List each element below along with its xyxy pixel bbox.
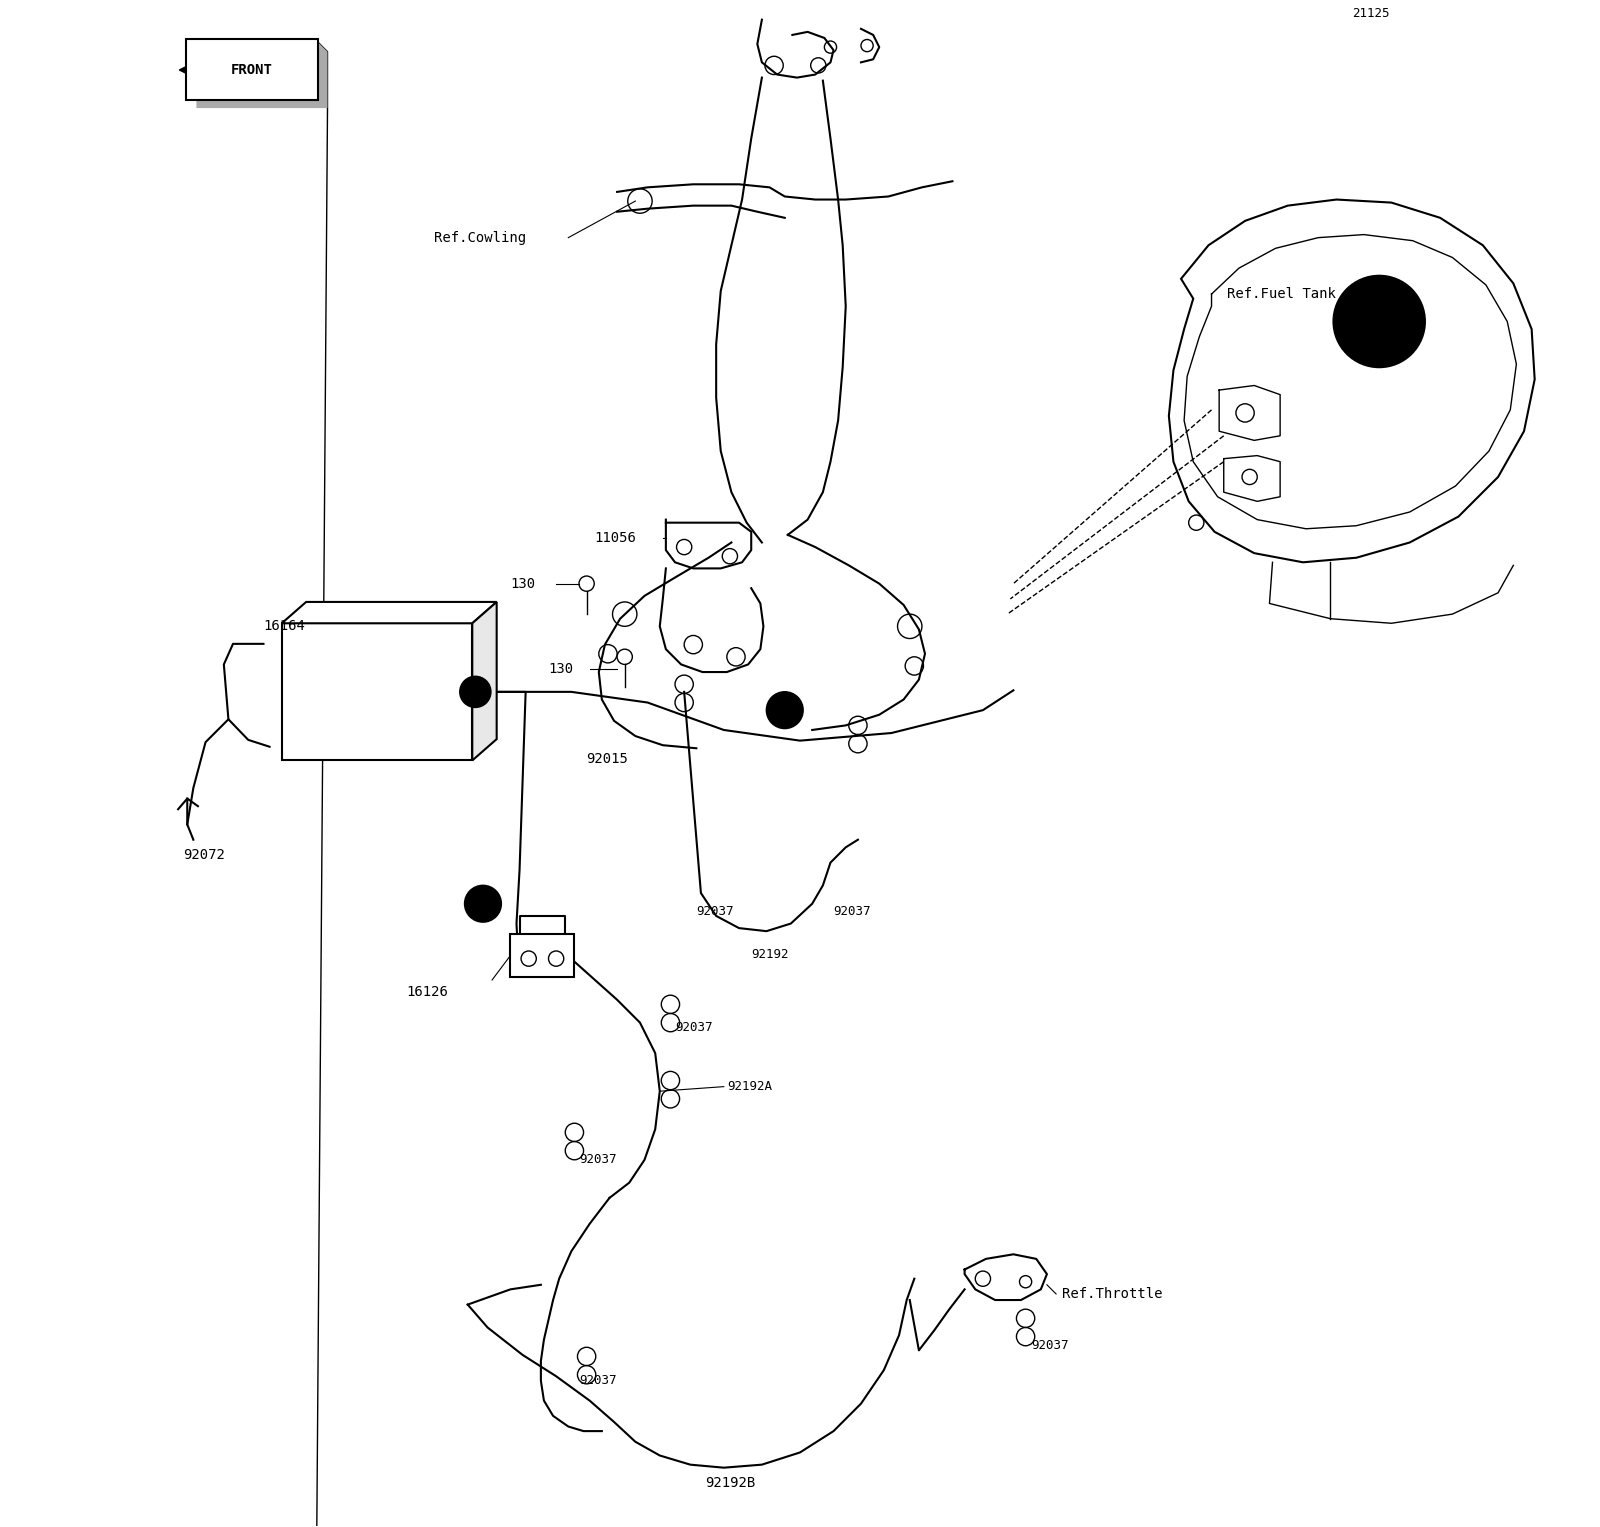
Text: 11056: 11056 bbox=[594, 531, 637, 545]
Text: 92037: 92037 bbox=[675, 1020, 712, 1034]
Text: 16126: 16126 bbox=[406, 985, 448, 999]
Polygon shape bbox=[1170, 200, 1534, 562]
Text: 92192A: 92192A bbox=[726, 1080, 771, 1093]
Text: 21125: 21125 bbox=[1352, 8, 1389, 20]
Text: A: A bbox=[480, 899, 486, 909]
Text: FRONT: FRONT bbox=[230, 63, 272, 76]
Polygon shape bbox=[282, 602, 496, 623]
FancyBboxPatch shape bbox=[186, 40, 318, 101]
Text: 92037: 92037 bbox=[696, 906, 734, 918]
Polygon shape bbox=[472, 602, 496, 760]
Circle shape bbox=[464, 886, 501, 922]
Polygon shape bbox=[197, 41, 328, 108]
Text: 130: 130 bbox=[510, 577, 536, 591]
Text: Ref.Fuel Tank: Ref.Fuel Tank bbox=[1227, 287, 1336, 301]
Circle shape bbox=[461, 676, 491, 707]
Text: A: A bbox=[781, 705, 789, 715]
Text: Ref.Throttle: Ref.Throttle bbox=[1062, 1287, 1163, 1301]
Text: 16164: 16164 bbox=[264, 620, 306, 634]
Text: 130: 130 bbox=[549, 663, 574, 676]
Text: 92037: 92037 bbox=[579, 1153, 616, 1167]
Text: 92192: 92192 bbox=[752, 948, 789, 960]
Text: 92037: 92037 bbox=[579, 1374, 616, 1388]
Text: Ref.Cowling: Ref.Cowling bbox=[434, 231, 526, 244]
Polygon shape bbox=[282, 623, 472, 760]
Circle shape bbox=[1333, 276, 1426, 366]
Text: 92072: 92072 bbox=[182, 847, 224, 861]
Text: 92037: 92037 bbox=[1032, 1339, 1069, 1353]
Text: 92015: 92015 bbox=[587, 751, 629, 767]
Text: 92037: 92037 bbox=[834, 906, 870, 918]
Circle shape bbox=[766, 692, 803, 728]
Polygon shape bbox=[510, 935, 574, 977]
Text: 92192B: 92192B bbox=[706, 1477, 755, 1490]
